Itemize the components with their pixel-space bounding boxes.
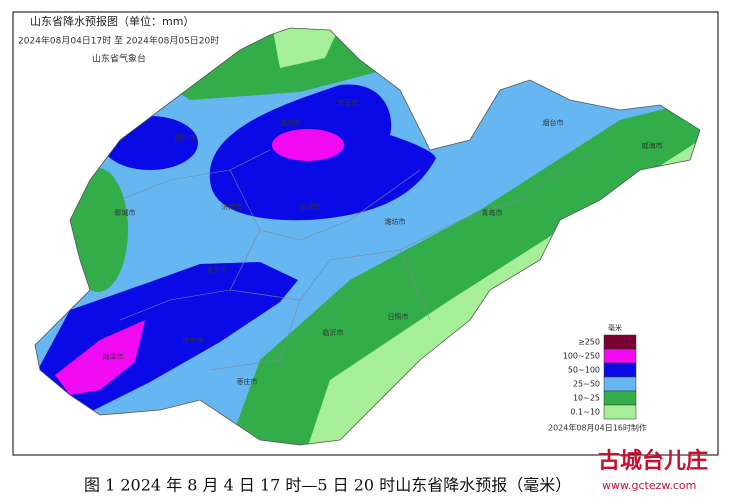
city-label: 滨州市: [280, 118, 301, 127]
city-label: 济南市: [222, 202, 243, 211]
legend-label: 100~250: [563, 352, 600, 361]
city-label: 济宁市: [183, 336, 204, 345]
city-label: 潍坊市: [385, 217, 406, 226]
city-label: 烟台市: [543, 118, 564, 127]
legend-label: 25~50: [573, 380, 600, 389]
legend-label: 50~100: [568, 366, 600, 375]
watermark-name: 古城台儿庄: [598, 448, 708, 474]
made-time: 2024年08月04日16时制作: [548, 423, 647, 433]
legend-unit: 毫米: [608, 323, 622, 332]
map-title: 山东省降水预报图（单位：mm）: [30, 14, 194, 28]
legend-swatch: [603, 390, 637, 406]
issuer: 山东省气象台: [92, 53, 146, 65]
watermark-url: www.gctezw.com: [602, 479, 696, 492]
time-range: 2024年08月04日17时 至 2024年08月05日20时: [18, 35, 219, 47]
city-label: 聊城市: [115, 208, 136, 217]
zone-100-250: [55, 320, 145, 395]
legend: 毫米 ≥250 100~250 50~100 25~50 10~25 0.1~10: [563, 323, 637, 420]
city-label: 临沂市: [323, 328, 344, 337]
city-label: 日照市: [388, 312, 409, 321]
legend-swatch: [603, 404, 637, 420]
caption: 图 1 2024 年 8 月 4 日 17 时—5 日 20 时山东省降水预报（…: [84, 476, 571, 495]
legend-swatch: [603, 362, 637, 378]
boundaries: [119, 149, 601, 371]
city-label: 淄博市: [300, 202, 321, 211]
legend-swatch: [603, 348, 637, 364]
city-label: 泰安市: [207, 265, 228, 274]
legend-label: 0.1~10: [570, 408, 600, 417]
legend-label: ≥250: [578, 338, 600, 347]
city-label: 德州市: [175, 133, 196, 142]
legend-swatch: [603, 334, 637, 350]
city-label: 东营市: [338, 98, 359, 107]
city-label: 青岛市: [482, 208, 503, 217]
legend-swatch: [603, 376, 637, 392]
province-outline: [34, 27, 701, 446]
zone-10-25: [68, 168, 128, 292]
city-label: 威海市: [642, 141, 663, 150]
zone-100-250: [272, 129, 344, 161]
city-label: 菏泽市: [103, 352, 124, 361]
legend-label: 10~25: [573, 394, 600, 403]
city-label: 枣庄市: [237, 377, 258, 386]
